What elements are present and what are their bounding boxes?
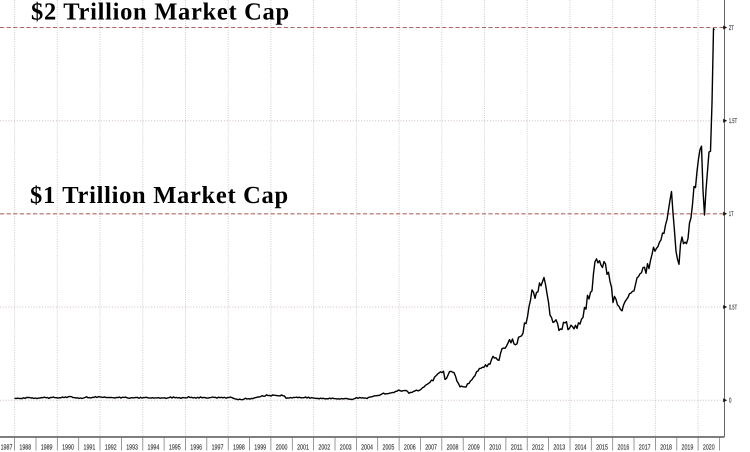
svg-text:2006: 2006 (404, 442, 416, 451)
svg-text:2005: 2005 (383, 442, 395, 451)
svg-text:2000: 2000 (276, 442, 288, 451)
svg-text:$2 Trillion Market Cap: $2 Trillion Market Cap (31, 0, 290, 26)
svg-text:2015: 2015 (596, 442, 608, 451)
svg-text:2014: 2014 (575, 442, 587, 451)
svg-text:2003: 2003 (340, 442, 352, 451)
svg-text:2004: 2004 (361, 442, 373, 451)
svg-text:1999: 1999 (254, 442, 266, 451)
svg-text:1988: 1988 (19, 442, 31, 451)
svg-text:2019: 2019 (682, 442, 694, 451)
svg-text:2018: 2018 (660, 442, 672, 451)
svg-text:1993: 1993 (126, 442, 138, 451)
svg-text:1987: 1987 (1, 442, 13, 451)
svg-text:1994: 1994 (148, 442, 160, 451)
svg-text:0: 0 (729, 398, 732, 405)
svg-text:$1 Trillion Market Cap: $1 Trillion Market Cap (30, 182, 289, 209)
svg-text:2017: 2017 (639, 442, 651, 451)
svg-text:1992: 1992 (105, 442, 117, 451)
svg-text:1997: 1997 (212, 442, 224, 451)
svg-text:1.5T: 1.5T (729, 118, 738, 125)
svg-text:2012: 2012 (532, 442, 544, 451)
svg-text:2007: 2007 (425, 442, 437, 451)
svg-text:1998: 1998 (233, 442, 245, 451)
svg-text:2001: 2001 (297, 442, 309, 451)
svg-text:2008: 2008 (447, 442, 459, 451)
svg-text:0.5T: 0.5T (729, 304, 738, 311)
svg-text:2020: 2020 (703, 442, 715, 451)
svg-text:1990: 1990 (62, 442, 74, 451)
svg-text:1991: 1991 (84, 442, 96, 451)
svg-text:2010: 2010 (489, 442, 501, 451)
svg-text:2011: 2011 (511, 442, 523, 451)
svg-text:2T: 2T (729, 25, 734, 32)
svg-text:1T: 1T (729, 211, 734, 218)
svg-text:1989: 1989 (41, 442, 53, 451)
svg-text:2002: 2002 (318, 442, 330, 451)
svg-text:1996: 1996 (190, 442, 202, 451)
svg-text:2016: 2016 (618, 442, 630, 451)
svg-text:2013: 2013 (553, 442, 565, 451)
svg-text:2009: 2009 (468, 442, 480, 451)
svg-text:1995: 1995 (169, 442, 181, 451)
